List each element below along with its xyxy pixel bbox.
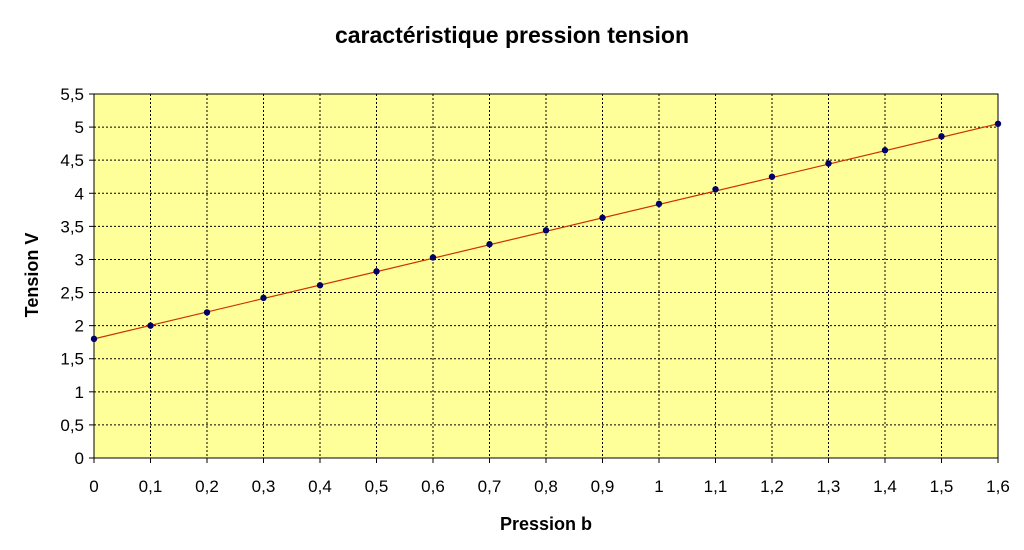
- x-tick-label: 0,8: [534, 477, 558, 496]
- grid-lines: [94, 94, 998, 458]
- data-point: [994, 120, 1002, 127]
- data-point: [542, 227, 550, 234]
- x-tick-labels: 0 0,1 0,2 0,3 0,4 0,5 0,6 0,7 0,8 0,9 1 1,1 1,2 1,3 1,…: [89, 477, 1010, 496]
- data-point: [260, 294, 267, 302]
- x-tick-label: 0,5: [365, 477, 389, 496]
- x-tick-label: 1,5: [930, 477, 954, 496]
- data-point: [147, 322, 154, 329]
- data-points: [90, 120, 1002, 343]
- data-point: [881, 147, 889, 154]
- x-tick-label: 1,3: [817, 477, 841, 496]
- data-point: [825, 160, 832, 167]
- y-tick-label: 1,5: [60, 350, 84, 369]
- y-tick-label: 3,5: [60, 217, 84, 236]
- y-tick-label: 3: [75, 250, 84, 269]
- y-tick-label: 2: [75, 317, 84, 336]
- y-tick-label: 5: [75, 118, 84, 137]
- data-point: [486, 241, 493, 248]
- x-tick-label: 1,2: [760, 477, 784, 496]
- data-point: [316, 282, 324, 289]
- x-tick-label: 1,1: [704, 477, 728, 496]
- x-tick-label: 0,6: [421, 477, 445, 496]
- plot-border: [93, 93, 999, 459]
- x-tick-label: 0,3: [252, 477, 276, 496]
- x-tick-label: 1,6: [986, 477, 1010, 496]
- y-tick-labels: 0 0,5 1 1,5 2 2,5 3 3,5 4 4,5 5 5,5: [60, 85, 84, 468]
- x-tick-label: 0: [89, 477, 98, 496]
- x-axis-title: Pression b: [500, 514, 592, 534]
- y-tick-label: 5,5: [60, 85, 84, 104]
- x-tick-label: 0,9: [591, 477, 615, 496]
- x-tick-label: 0,7: [478, 477, 502, 496]
- data-point: [429, 254, 437, 261]
- data-point: [90, 335, 98, 343]
- data-point: [712, 186, 719, 193]
- data-point: [373, 268, 380, 275]
- x-tick-label: 1: [654, 477, 663, 496]
- data-point: [938, 133, 945, 140]
- y-tick-label: 0: [75, 449, 84, 468]
- data-point: [655, 200, 663, 208]
- y-axis-title: Tension V: [22, 233, 42, 318]
- data-point: [599, 214, 606, 221]
- y-tick-label: 2,5: [60, 284, 84, 303]
- x-tick-label: 1,4: [873, 477, 897, 496]
- y-tick-label: 4: [75, 184, 84, 203]
- x-tick-label: 0,2: [195, 477, 219, 496]
- data-point: [768, 173, 776, 180]
- x-tick-label: 0,1: [139, 477, 163, 496]
- y-tick-label: 4,5: [60, 151, 84, 170]
- chart-title: caractéristique pression tension: [335, 22, 689, 48]
- axes: [89, 93, 999, 463]
- y-tick-label: 0,5: [60, 416, 84, 435]
- data-point: [203, 309, 211, 316]
- x-tick-label: 0,4: [308, 477, 332, 496]
- y-tick-label: 1: [75, 383, 84, 402]
